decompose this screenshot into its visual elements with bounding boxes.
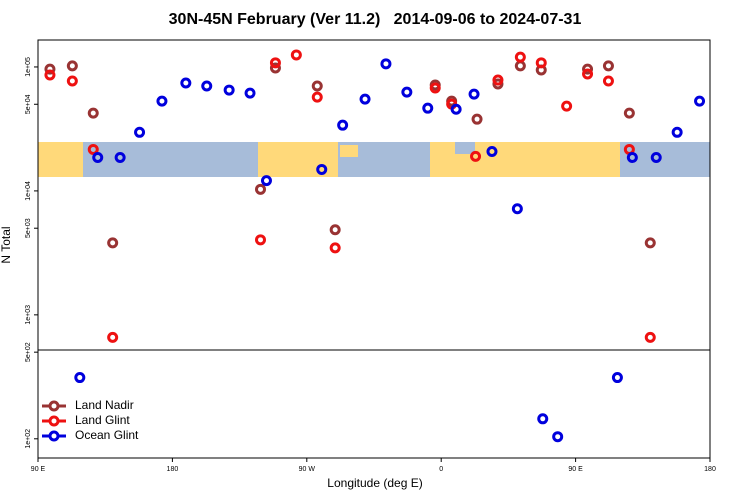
legend-marker	[48, 415, 60, 427]
x-tick-label: 90 W	[299, 466, 316, 473]
data-point	[134, 126, 146, 138]
y-axis-label: N Total	[0, 226, 13, 263]
data-point	[380, 58, 392, 70]
data-point	[582, 63, 594, 75]
data-point	[44, 63, 56, 75]
data-point	[337, 119, 349, 131]
x-tick-label: 0	[439, 466, 443, 473]
data-point	[269, 62, 281, 74]
data-point	[535, 57, 547, 69]
data-point	[694, 95, 706, 107]
y-tick-label: 1e+03	[25, 305, 32, 325]
data-point	[260, 175, 272, 187]
data-point	[626, 151, 638, 163]
data-point	[468, 88, 480, 100]
data-point	[623, 107, 635, 119]
data-point	[537, 413, 549, 425]
data-point	[269, 57, 281, 69]
y-tick-label: 1e+02	[25, 429, 32, 449]
data-point	[156, 95, 168, 107]
data-point	[486, 145, 498, 157]
map-strip	[38, 142, 710, 177]
data-point	[180, 77, 192, 89]
data-point	[44, 69, 56, 81]
data-point	[311, 80, 323, 92]
data-point	[329, 242, 341, 254]
data-point	[255, 183, 267, 195]
x-axis-label: Longitude (deg E)	[327, 476, 422, 490]
x-tick-label: 90 E	[31, 466, 46, 473]
data-point	[552, 431, 564, 443]
data-point	[92, 151, 104, 163]
y-tick-label: 5e+02	[25, 342, 32, 362]
legend-label: Ocean Glint	[75, 428, 139, 442]
data-point	[511, 203, 523, 215]
data-point	[316, 163, 328, 175]
data-point	[87, 143, 99, 155]
x-tick-label: 90 E	[568, 466, 583, 473]
data-point	[644, 331, 656, 343]
legend-marker	[48, 430, 60, 442]
data-point	[401, 86, 413, 98]
data-point	[470, 150, 482, 162]
data-point	[66, 75, 78, 87]
x-tick-label: 180	[167, 466, 179, 473]
data-point	[74, 372, 86, 384]
data-point	[244, 87, 256, 99]
data-point	[644, 237, 656, 249]
data-point	[671, 126, 683, 138]
legend-marker	[48, 400, 60, 412]
plot-frame	[37, 39, 711, 459]
data-point	[107, 331, 119, 343]
data-point	[201, 80, 213, 92]
data-point	[582, 68, 594, 80]
data-point	[290, 49, 302, 61]
data-point	[255, 234, 267, 246]
data-point	[422, 102, 434, 114]
y-tick-label: 5e+04	[25, 94, 32, 114]
y-tick-label: 1e+05	[25, 57, 32, 77]
legend-label: Land Nadir	[75, 398, 134, 412]
data-point	[514, 51, 526, 63]
data-point	[450, 103, 462, 115]
data-point	[114, 151, 126, 163]
data-point	[602, 75, 614, 87]
data-point	[66, 60, 78, 72]
data-point	[87, 107, 99, 119]
y-tick-label: 5e+03	[25, 218, 32, 238]
data-point	[561, 100, 573, 112]
x-tick-label: 180	[704, 466, 716, 473]
data-point	[650, 151, 662, 163]
data-point	[602, 60, 614, 72]
data-point	[492, 74, 504, 86]
chart-title: 30N-45N February (Ver 11.2) 2014-09-06 t…	[169, 11, 582, 28]
data-point	[359, 93, 371, 105]
data-point	[311, 91, 323, 103]
data-point	[329, 224, 341, 236]
data-point	[107, 237, 119, 249]
data-point	[471, 113, 483, 125]
data-point	[514, 60, 526, 72]
data-point	[429, 82, 441, 94]
data-point	[223, 84, 235, 96]
legend-label: Land Glint	[75, 413, 130, 427]
data-point	[611, 372, 623, 384]
y-tick-label: 1e+04	[25, 181, 32, 201]
data-point	[492, 78, 504, 90]
